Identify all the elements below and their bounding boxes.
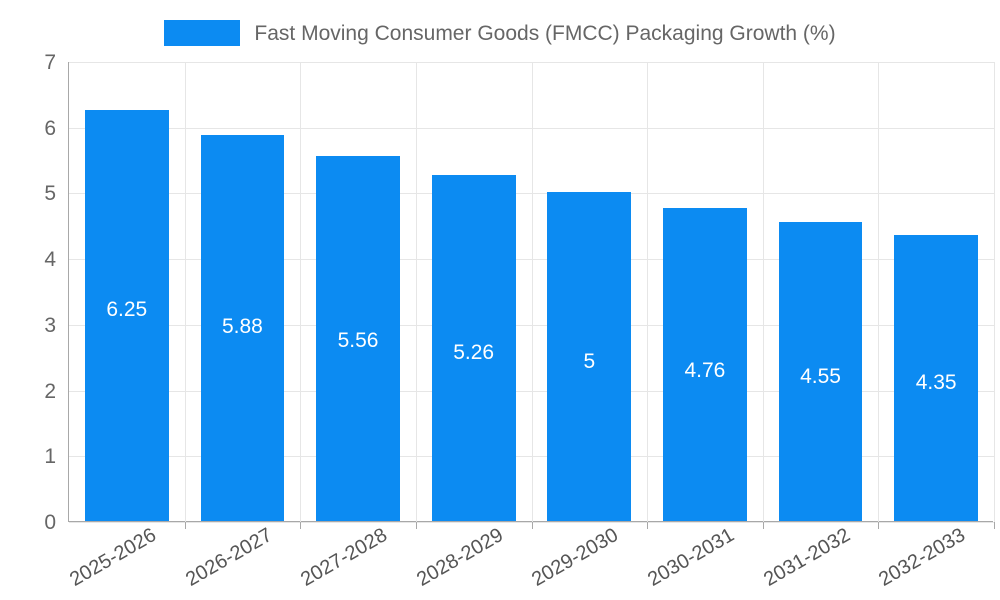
legend-color-swatch[interactable]: [164, 20, 241, 46]
x-axis-tick: [762, 522, 764, 529]
bar[interactable]: [778, 222, 863, 521]
x-gridline: [300, 62, 302, 522]
x-axis-tick: [994, 522, 995, 529]
bar[interactable]: [316, 155, 400, 521]
x-gridline: [647, 62, 649, 522]
bar-value-label: 4.35: [915, 370, 957, 394]
bar[interactable]: [84, 110, 169, 521]
x-axis-tick: [647, 522, 649, 529]
y-axis-tick-label: 7: [44, 51, 56, 74]
bar[interactable]: [200, 134, 285, 521]
chart-legend: Fast Moving Consumer Goods (FMCC) Packag…: [0, 12, 1000, 54]
x-axis-tick: [878, 522, 880, 529]
bar[interactable]: [547, 192, 632, 521]
y-axis-tick-label: 6: [44, 116, 56, 140]
x-gridline: [531, 62, 533, 522]
x-axis-tick-label: 2025-2026: [66, 524, 160, 591]
bar[interactable]: [663, 208, 747, 521]
y-axis-tick-label: 1: [44, 445, 56, 469]
x-gridline: [184, 62, 186, 522]
y-axis-tick-label: 5: [44, 182, 56, 206]
x-axis-tick: [300, 522, 302, 529]
bar-value-label: 5.26: [453, 340, 495, 364]
x-gridline: [415, 62, 417, 522]
y-axis-tick-label: 2: [44, 379, 56, 403]
y-axis: 0 1 2 3 4 5 6 7: [0, 52, 56, 533]
y-axis-tick-label: 0: [44, 511, 56, 534]
bar[interactable]: [894, 235, 979, 521]
bar-value-label: 4.55: [800, 365, 841, 388]
x-axis-tick: [415, 522, 417, 529]
x-gridline: [762, 62, 764, 522]
x-axis-tick: [531, 522, 533, 529]
bar-value-label: 5.88: [221, 315, 263, 339]
bar-value-label: 4.76: [684, 358, 726, 382]
bar-value-label: 5: [583, 350, 596, 374]
x-gridline: [878, 62, 880, 522]
bar-value-label: 5.56: [337, 328, 379, 352]
bar[interactable]: [431, 175, 516, 521]
y-axis-tick-label: 4: [44, 248, 56, 272]
bar-value-label: 6.25: [106, 298, 148, 322]
x-axis-tick: [184, 522, 186, 529]
x-axis: 2025-2026 2026-2027 2027-2028 2028-2029 2029…: [66, 524, 993, 600]
legend-series-label: Fast Moving Consumer Goods (FMCC) Packag…: [254, 21, 836, 45]
x-gridline: [994, 62, 995, 522]
plot-area: 6.25 5.88 5.56 5.26 5 4.76 4.55 4.35: [68, 62, 995, 529]
y-axis-tick-label: 3: [44, 313, 56, 337]
